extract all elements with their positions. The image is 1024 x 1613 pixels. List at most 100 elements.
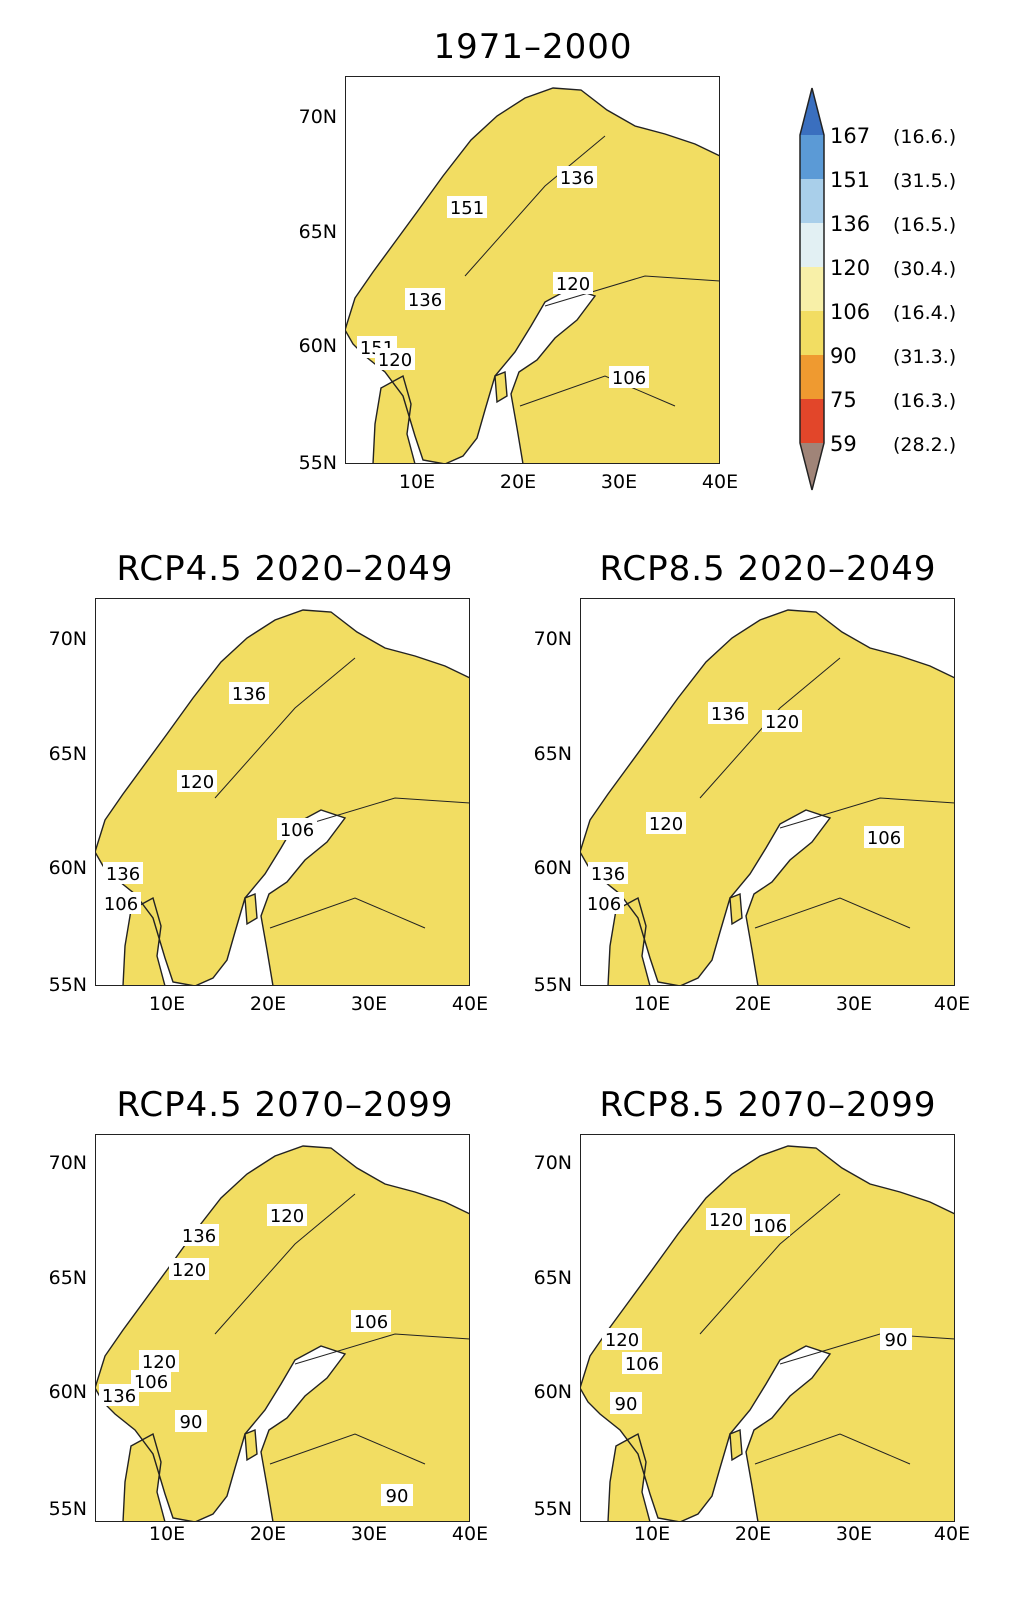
contour-label: 136: [182, 1226, 216, 1247]
legend-top-arrow: [800, 88, 824, 135]
legend-value: 167: [830, 124, 870, 148]
svg-text:55N: 55N: [534, 1498, 572, 1520]
contour-labels: 136 151 120 136 151 120 106: [357, 166, 649, 389]
map-area: 120 106 90 120 106 90: [580, 1134, 955, 1522]
panel-title: RCP4.5 2020–2049: [116, 549, 453, 589]
svg-text:30E: 30E: [351, 993, 387, 1015]
panel-rcp45-2020-2049: RCP4.5 2020–2049 136 120 106: [49, 549, 488, 1015]
contour-label: 106: [753, 1216, 787, 1237]
contour-label: 120: [378, 350, 412, 371]
panel-title: RCP4.5 2070–2099: [116, 1085, 453, 1125]
svg-text:40E: 40E: [934, 1523, 970, 1545]
legend-color-box: [800, 355, 824, 399]
lat-axis: 70N 65N 60N 55N: [299, 106, 337, 474]
svg-text:60N: 60N: [534, 857, 572, 879]
legend-value: 59: [830, 432, 857, 456]
lon-axis: 10E 20E 30E 40E: [399, 471, 738, 493]
svg-text:20E: 20E: [500, 471, 536, 493]
contour-label: 120: [709, 1210, 743, 1231]
svg-text:55N: 55N: [299, 452, 337, 474]
panel-rcp45-2070-2099: RCP4.5 2070–2099 136 120: [49, 1085, 488, 1545]
panel-rcp85-2070-2099: RCP8.5 2070–2099 120 106 90: [534, 1085, 970, 1545]
legend-pct: (31.3.): [893, 346, 956, 368]
legend-value: 90: [830, 344, 857, 368]
svg-text:70N: 70N: [49, 1152, 87, 1174]
legend-color-box: [800, 135, 824, 179]
contour-label: 106: [354, 1312, 388, 1333]
contour-label: 120: [180, 772, 214, 793]
map-area: 136 120 106 136 106: [95, 598, 470, 986]
legend-color-box: [800, 267, 824, 311]
contour-label: 106: [587, 894, 621, 915]
svg-text:55N: 55N: [534, 974, 572, 996]
svg-text:30E: 30E: [601, 471, 637, 493]
legend-value: 106: [830, 300, 870, 324]
contour-label: 136: [560, 168, 594, 189]
contour-label: 106: [867, 828, 901, 849]
legend-pct: (31.5.): [893, 170, 956, 192]
svg-text:10E: 10E: [399, 471, 435, 493]
svg-text:10E: 10E: [149, 1523, 185, 1545]
legend-pct: (16.6.): [893, 126, 956, 148]
panel-title: 1971–2000: [433, 27, 632, 67]
contour-label: 120: [649, 814, 683, 835]
svg-text:60N: 60N: [49, 857, 87, 879]
svg-text:70N: 70N: [534, 1152, 572, 1174]
svg-text:40E: 40E: [452, 993, 488, 1015]
contour-label: 151: [450, 198, 484, 219]
legend-pct: (28.2.): [893, 434, 956, 456]
contour-label: 120: [605, 1330, 639, 1351]
svg-text:20E: 20E: [735, 993, 771, 1015]
svg-text:65N: 65N: [299, 221, 337, 243]
legend-pct: (16.5.): [893, 214, 956, 236]
svg-text:10E: 10E: [634, 993, 670, 1015]
legend-value: 75: [830, 388, 857, 412]
contour-label: 90: [885, 1330, 908, 1351]
contour-label: 120: [172, 1260, 206, 1281]
legend-color-box: [800, 223, 824, 267]
svg-text:70N: 70N: [534, 628, 572, 650]
svg-text:10E: 10E: [149, 993, 185, 1015]
contour-label: 90: [180, 1412, 203, 1433]
contour-label: 120: [270, 1206, 304, 1227]
svg-text:10E: 10E: [634, 1523, 670, 1545]
svg-text:60N: 60N: [534, 1381, 572, 1403]
map-area: 136 151 120 136 151 120 106: [345, 76, 720, 464]
contour-label: 106: [280, 820, 314, 841]
panel-rcp85-2020-2049: RCP8.5 2020–2049 136 120 120: [534, 549, 970, 1015]
contour-label: 136: [102, 1386, 136, 1407]
svg-text:30E: 30E: [836, 993, 872, 1015]
map-area: 136 120 120 106 136 106: [580, 598, 955, 986]
contour-label: 120: [556, 274, 590, 295]
svg-text:20E: 20E: [735, 1523, 771, 1545]
legend-pct: (16.3.): [893, 390, 956, 412]
svg-text:65N: 65N: [534, 743, 572, 765]
legend-bottom-arrow: [800, 443, 824, 490]
panel-1971-2000: 1971–2000 136 151 120: [299, 27, 738, 493]
svg-text:55N: 55N: [49, 1498, 87, 1520]
contour-label: 90: [615, 1394, 638, 1415]
contour-label: 136: [408, 290, 442, 311]
svg-text:70N: 70N: [299, 106, 337, 128]
svg-text:65N: 65N: [49, 1267, 87, 1289]
legend-color-box: [800, 179, 824, 223]
panel-title: RCP8.5 2020–2049: [599, 549, 936, 589]
map-area: 136 120 120 106 120 106 136 90 90: [95, 1134, 470, 1522]
svg-text:30E: 30E: [836, 1523, 872, 1545]
contour-label: 136: [106, 864, 140, 885]
svg-text:40E: 40E: [934, 993, 970, 1015]
contour-label: 136: [711, 704, 745, 725]
svg-text:65N: 65N: [49, 743, 87, 765]
legend-value: 136: [830, 212, 870, 236]
svg-text:60N: 60N: [49, 1381, 87, 1403]
color-legend: 167 151 136 120 106 90 75 59 (16.6.) (31…: [799, 87, 956, 491]
svg-text:40E: 40E: [452, 1523, 488, 1545]
legend-value: 151: [830, 168, 870, 192]
contour-label: 106: [134, 1372, 168, 1393]
svg-text:60N: 60N: [299, 335, 337, 357]
contour-label: 120: [765, 712, 799, 733]
svg-text:30E: 30E: [351, 1523, 387, 1545]
contour-label: 136: [591, 864, 625, 885]
svg-text:70N: 70N: [49, 628, 87, 650]
